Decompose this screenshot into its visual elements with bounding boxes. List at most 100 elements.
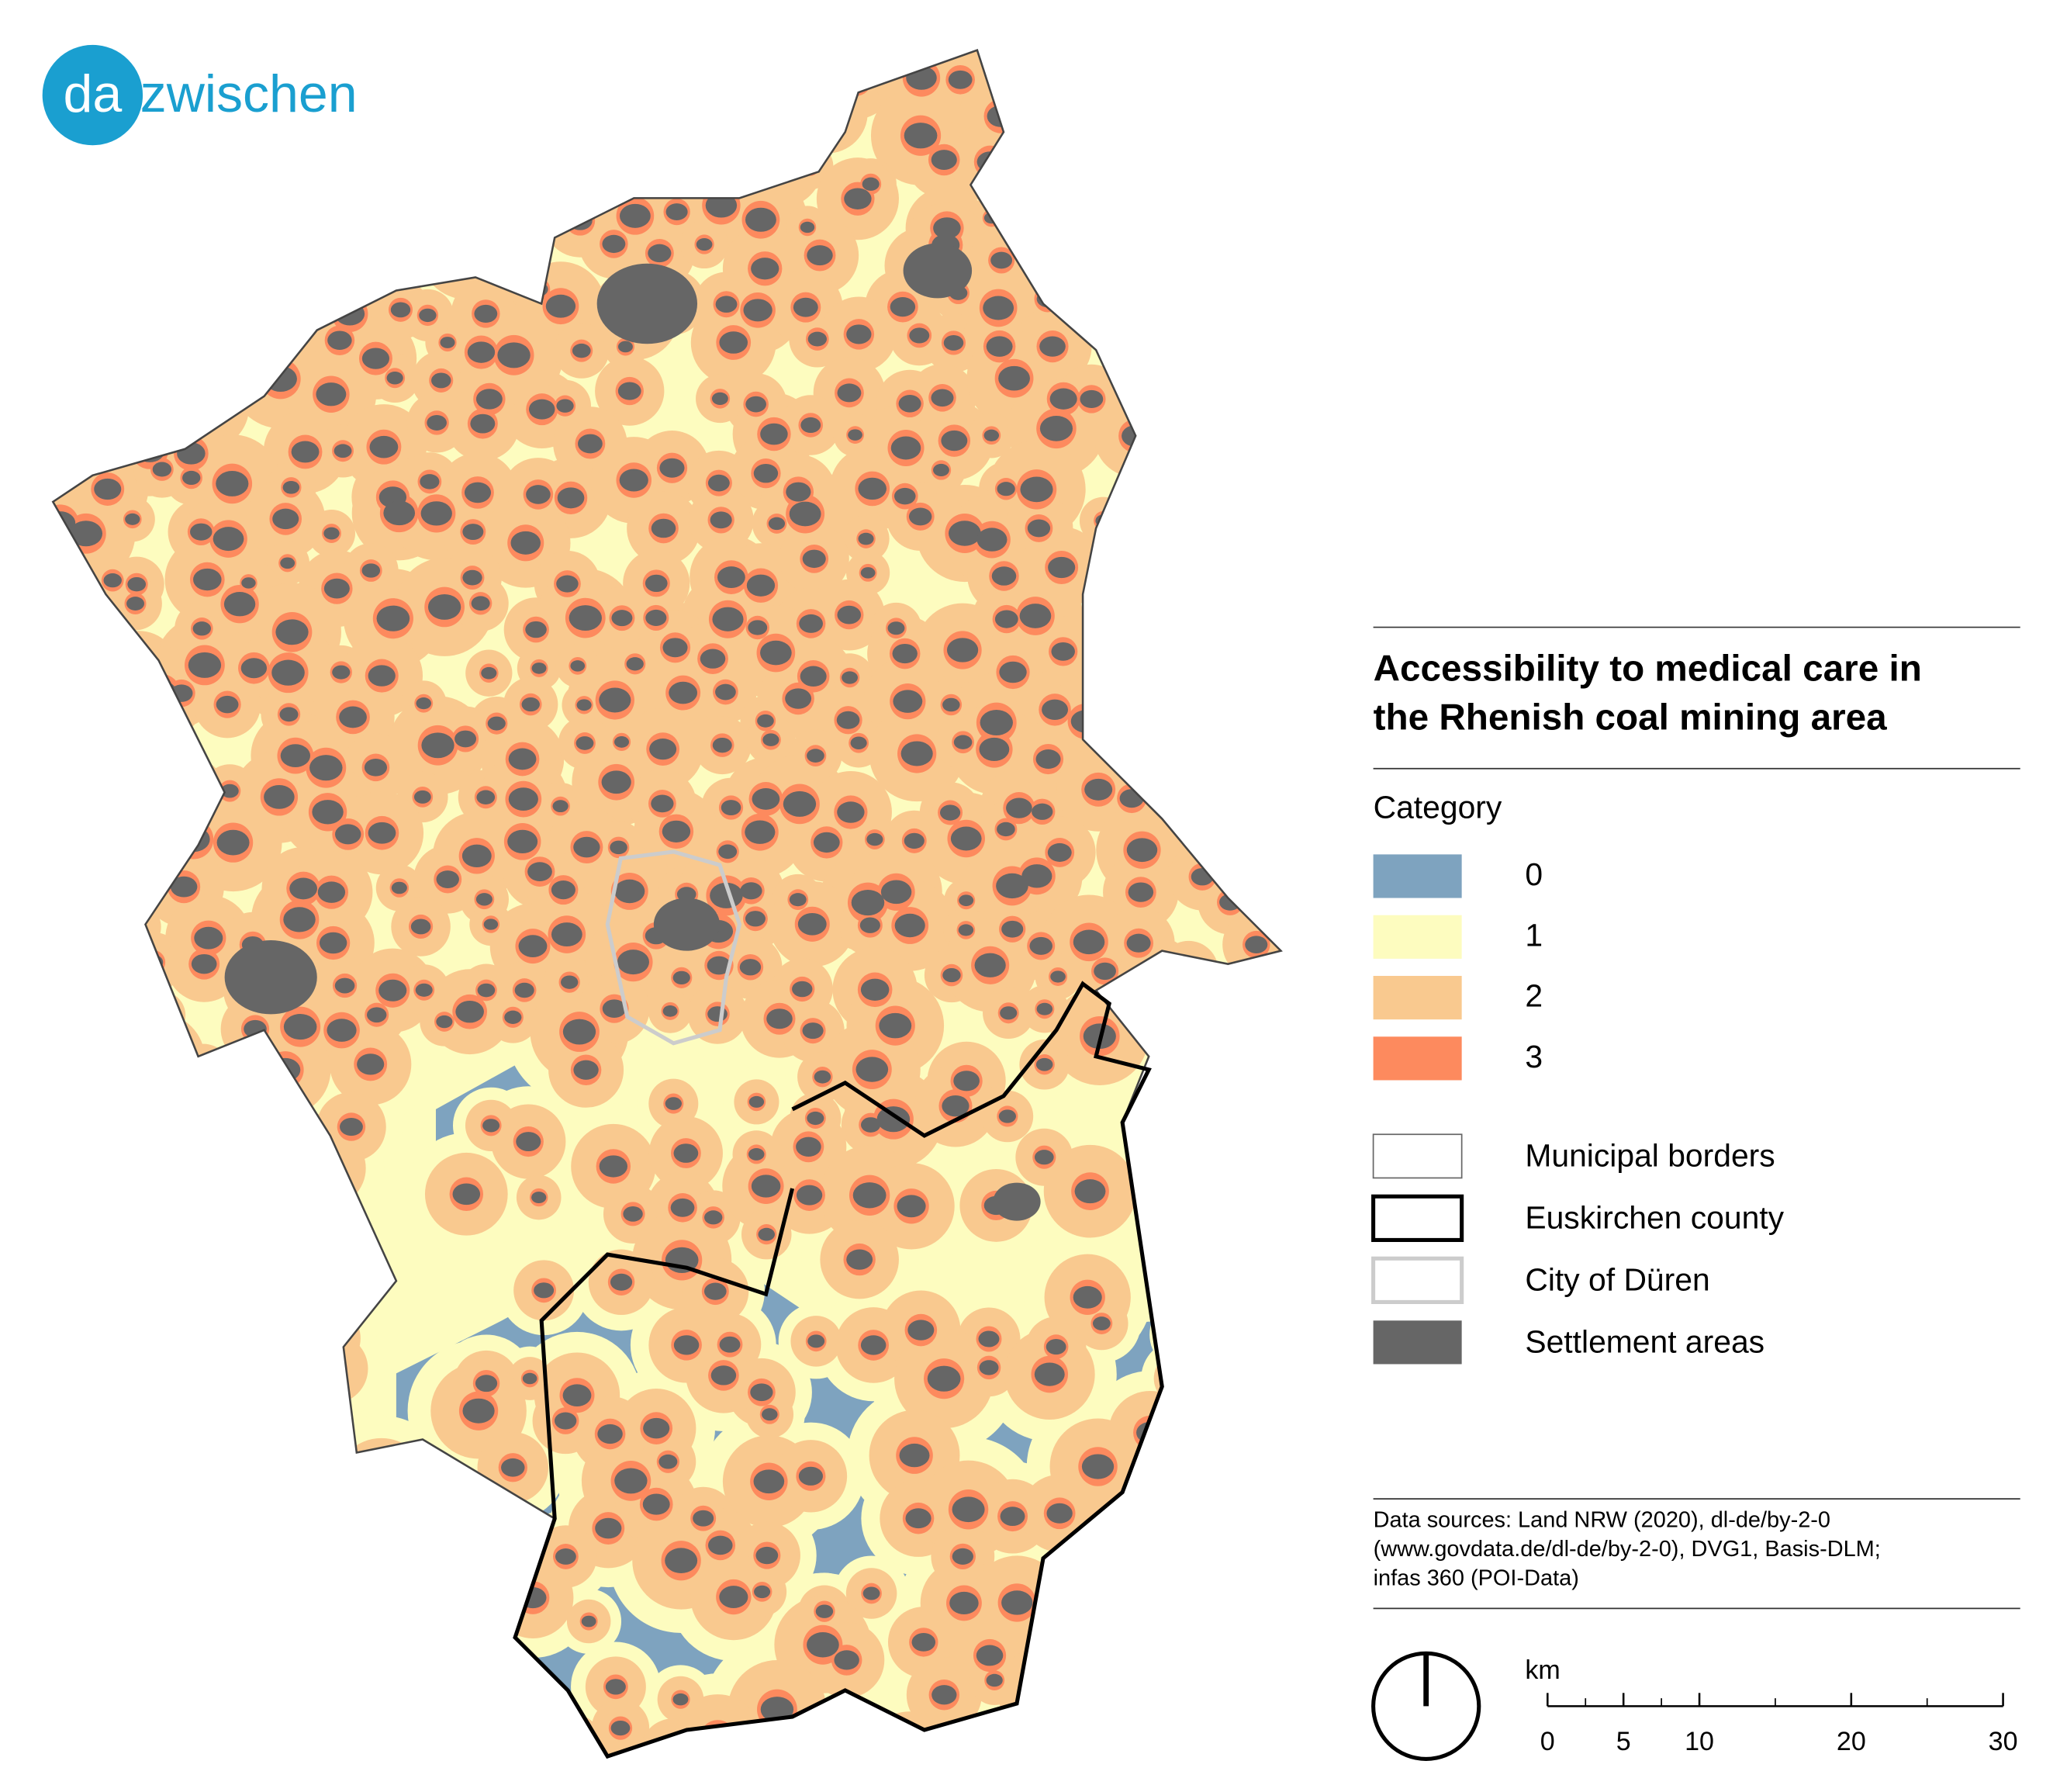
settlement (1117, 148, 1149, 173)
coverage-ring (334, 1437, 429, 1532)
coverage-halo (112, 1686, 213, 1757)
settlement (707, 1006, 728, 1022)
settlement (426, 216, 456, 240)
coverage-halo (1094, 583, 1195, 683)
settlement (860, 1335, 887, 1355)
coverage-core (83, 343, 117, 377)
coverage-core (371, 62, 410, 102)
settlement (1042, 699, 1069, 721)
settlement (672, 970, 690, 984)
coverage-core (181, 1734, 220, 1757)
coverage-ring (316, 123, 376, 185)
coverage-core (119, 816, 157, 854)
coverage-core (1177, 1324, 1198, 1345)
coverage-ring (161, 292, 261, 393)
settlement (462, 524, 484, 541)
coverage-core (53, 647, 85, 687)
settlement (852, 1182, 887, 1209)
settlement (1236, 1052, 1253, 1066)
coverage-halo (77, 1359, 205, 1487)
coverage-core (1114, 140, 1153, 181)
coverage-core (810, 95, 844, 130)
settlement (1117, 231, 1147, 255)
settlement (751, 258, 779, 280)
settlement (576, 699, 592, 711)
settlement (649, 739, 677, 760)
coverage-halo (1205, 748, 1281, 840)
coverage-halo (1071, 54, 1145, 128)
settlement (851, 890, 885, 916)
coverage-ring (451, 112, 502, 162)
coverage-core (1185, 1408, 1221, 1444)
settlement (842, 671, 858, 684)
settlement (752, 788, 780, 810)
settlement (321, 1359, 345, 1378)
settlement (976, 528, 1008, 552)
settlement (123, 1646, 144, 1662)
settlement (904, 832, 925, 849)
coverage-core (665, 105, 688, 129)
settlement (986, 336, 1013, 357)
coverage-ring (393, 1519, 448, 1574)
settlement (153, 1008, 170, 1022)
settlement (436, 870, 459, 888)
coverage-halo (84, 1411, 216, 1543)
coverage-core (616, 94, 656, 135)
settlement (862, 1586, 880, 1600)
coverage-core (124, 1329, 164, 1368)
coverage-halo (59, 1051, 154, 1147)
coverage-core (95, 974, 120, 999)
coverage-ring (499, 110, 586, 198)
coverage-halo (479, 90, 607, 218)
settlement (150, 1728, 174, 1746)
settlement (815, 1604, 834, 1618)
coverage-core (1077, 233, 1110, 266)
coverage-core (313, 1324, 341, 1352)
coverage-ring (472, 97, 552, 177)
settlement (430, 161, 447, 173)
settlement (1168, 189, 1194, 210)
coverage-core (697, 163, 721, 186)
settlement (127, 386, 157, 409)
settlement (807, 1334, 825, 1348)
coverage-halo (302, 1577, 376, 1652)
scale-tick-label: 30 (1989, 1727, 2018, 1756)
coverage-core (1070, 1669, 1103, 1702)
settlement (243, 1334, 264, 1351)
coverage-halo (53, 1309, 166, 1438)
settlement (123, 823, 154, 848)
coverage-halo (596, 57, 665, 126)
settlement (572, 343, 591, 358)
coverage-ring (170, 1670, 250, 1750)
settlement (659, 458, 685, 478)
coverage-ring (128, 1703, 197, 1757)
settlement (1128, 882, 1154, 902)
coverage-ring (346, 146, 406, 206)
settlement (1194, 697, 1215, 714)
coverage-core (1071, 102, 1110, 140)
settlement (337, 241, 354, 254)
settlement (712, 737, 732, 753)
coverage-halo (422, 1657, 528, 1757)
settlement (1076, 280, 1100, 299)
coverage-ring (1164, 496, 1249, 583)
coverage-halo (364, 1586, 432, 1655)
coverage-core (121, 1642, 146, 1667)
coverage-ring (68, 887, 147, 967)
settlement (213, 527, 244, 552)
coverage-ring (677, 66, 764, 154)
settlement (1019, 604, 1052, 628)
settlement (665, 1548, 698, 1574)
coverage-halo (563, 50, 709, 187)
settlement (1140, 209, 1170, 232)
coverage-halo (281, 1316, 385, 1420)
coverage-ring (87, 722, 178, 814)
settlement (942, 697, 960, 712)
coverage-core (1170, 1595, 1191, 1616)
coverage-core (1168, 372, 1195, 398)
coverage-halo (53, 1252, 130, 1334)
settlement (139, 207, 168, 230)
settlement (573, 1060, 599, 1080)
settlement (879, 1012, 912, 1039)
coverage-ring (1191, 343, 1275, 427)
